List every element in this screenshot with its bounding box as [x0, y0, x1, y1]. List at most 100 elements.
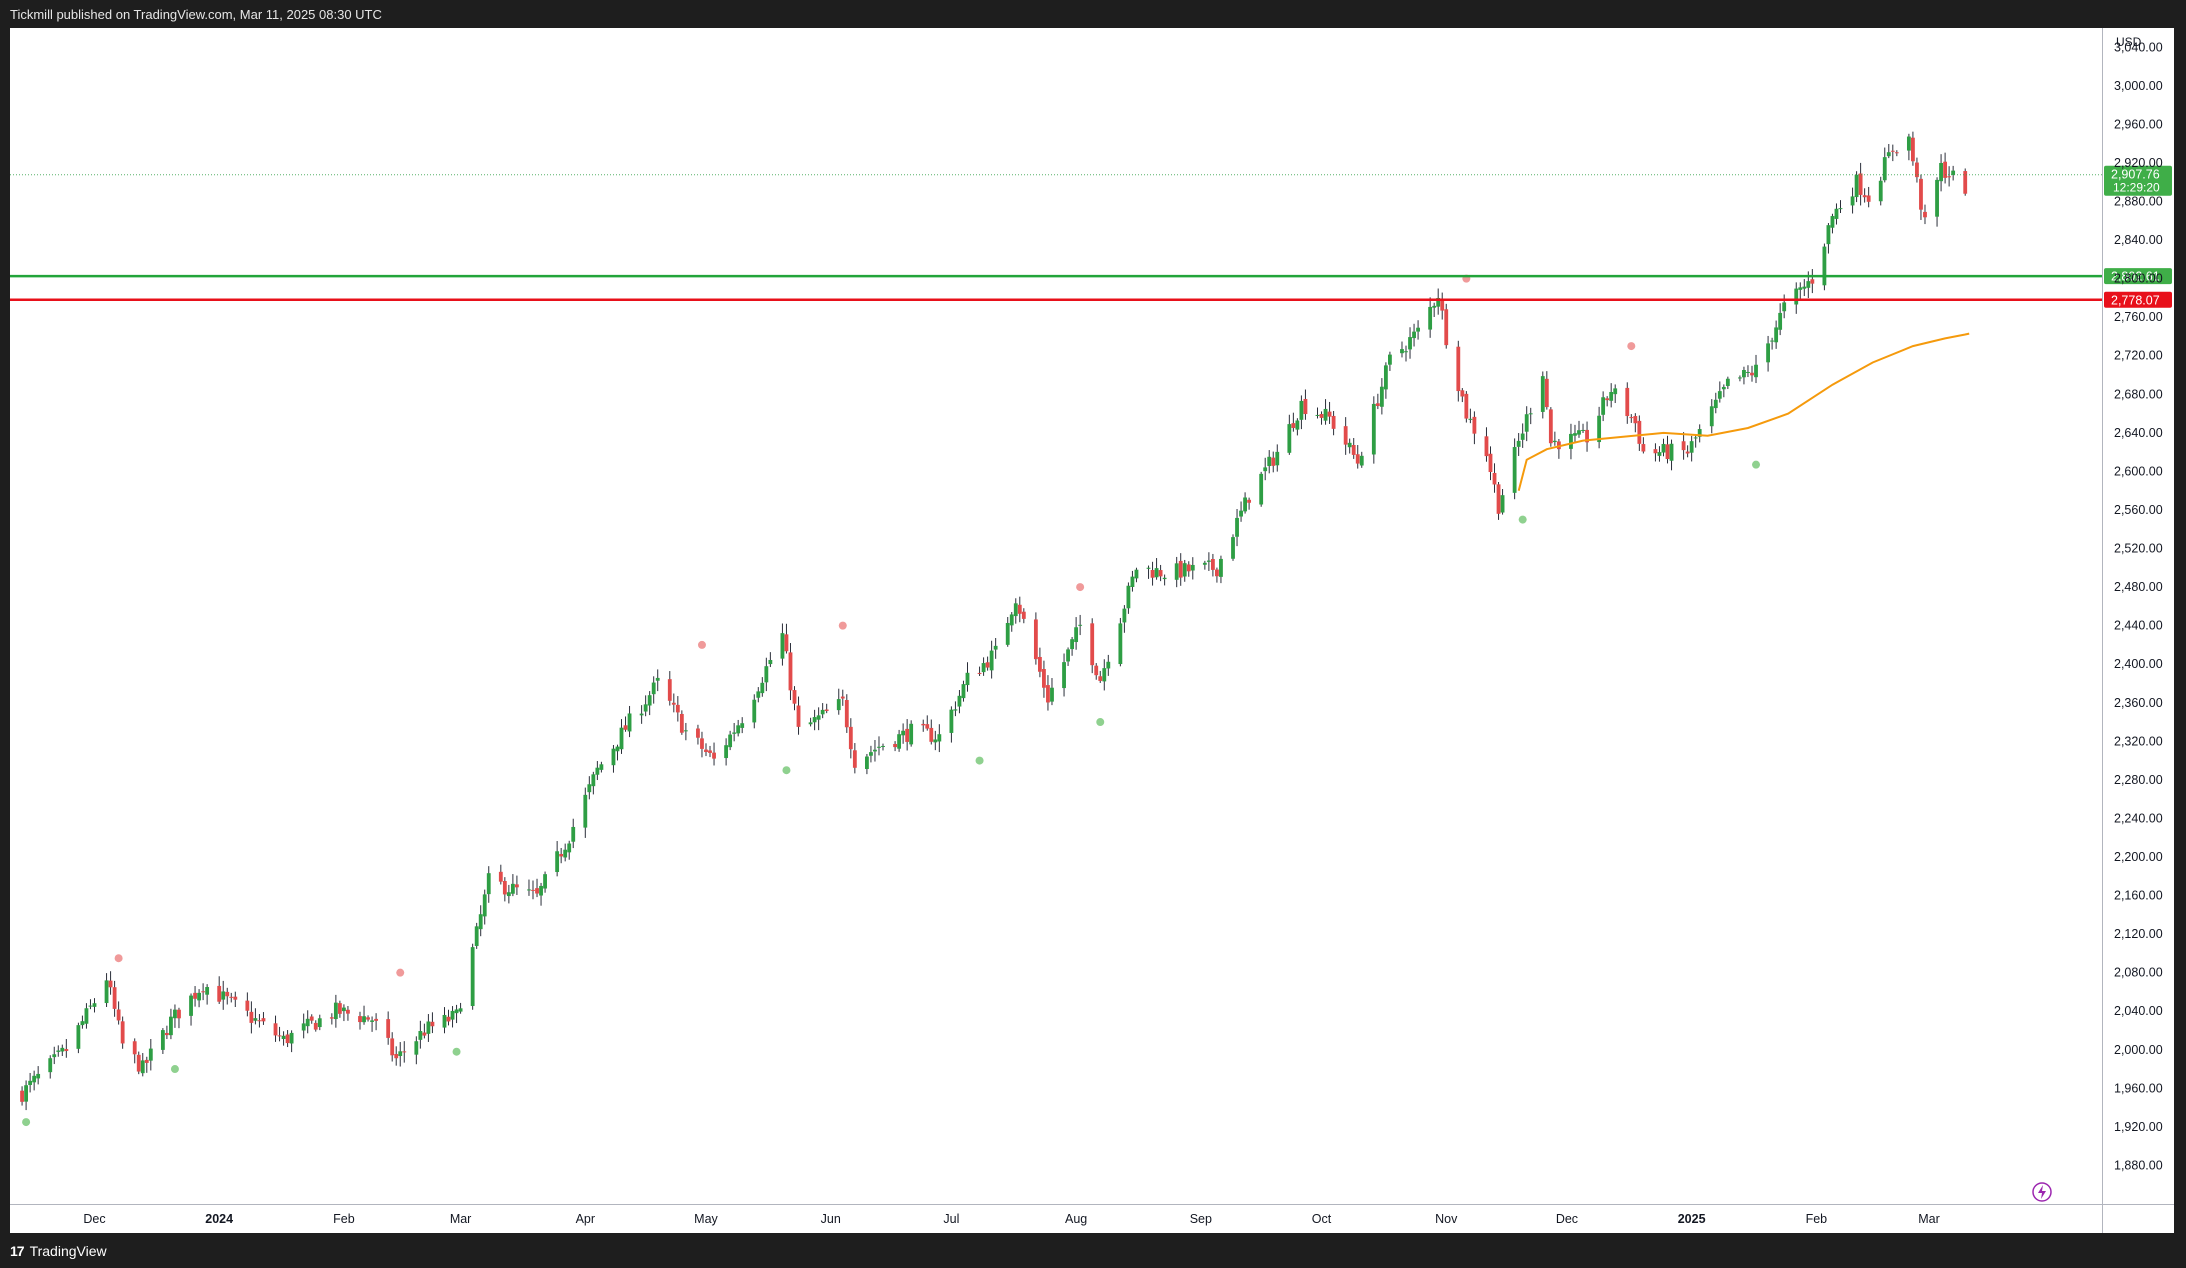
candle [1512, 438, 1517, 500]
time-axis[interactable]: Dec 2024 Feb Mar Apr May Jun Jul Aug Sep Oct Nov Dec… [83, 1212, 1939, 1226]
candle-body [1935, 179, 1939, 217]
time-tick-label: 2024 [205, 1212, 233, 1226]
candle-body [1247, 499, 1252, 503]
candle-body [140, 1060, 145, 1074]
candle-body [402, 1051, 407, 1053]
candle-body [1102, 668, 1107, 682]
price-tick-label: 1,880.00 [2114, 1158, 2163, 1172]
swing-high-marker [1076, 583, 1085, 592]
candle-body [1351, 445, 1356, 455]
candle-body [1271, 457, 1276, 466]
candle-body [498, 871, 503, 882]
price-tick-label: 2,320.00 [2114, 734, 2163, 748]
candle [333, 994, 338, 1028]
candle-body [1581, 429, 1585, 431]
candle [197, 989, 201, 1008]
candle-body [921, 723, 926, 726]
candle [1219, 555, 1223, 584]
candle [700, 731, 704, 758]
candle [64, 1038, 69, 1058]
candle [1146, 565, 1151, 579]
candle-body [1794, 288, 1799, 305]
candle-body [740, 723, 745, 728]
candle [712, 742, 716, 766]
candle [1935, 177, 1939, 227]
candle [1408, 327, 1412, 359]
candle-body [1190, 564, 1195, 571]
candle [675, 696, 680, 722]
candle [160, 1028, 165, 1054]
candle-body [454, 1009, 459, 1014]
candle [836, 688, 841, 715]
lightning-circle-icon[interactable] [2032, 1182, 2052, 1202]
candle [1347, 438, 1352, 454]
candle-body [1524, 414, 1529, 432]
candle-body [1186, 564, 1191, 572]
candle [949, 706, 954, 743]
candle-body [189, 995, 193, 1016]
candle-body [1404, 351, 1408, 353]
candle-body [591, 774, 596, 787]
candle-body [482, 894, 487, 917]
candle-body [346, 1009, 350, 1014]
candle-body [261, 1018, 266, 1022]
candle-body [1689, 441, 1694, 453]
candle [1468, 408, 1473, 424]
candle [285, 1030, 290, 1048]
resistance-level-label: 2,778.07 [2111, 293, 2160, 307]
candle [217, 976, 222, 1004]
candle [136, 1051, 141, 1075]
swing-high-marker [396, 968, 405, 977]
candle [1770, 337, 1775, 350]
candle [233, 991, 238, 1007]
candle-body [60, 1047, 65, 1052]
candle-body [1500, 495, 1505, 513]
candle [253, 1008, 258, 1025]
candle-body [1878, 180, 1883, 202]
candle [1850, 187, 1855, 214]
candle-body [1911, 137, 1915, 162]
candle [844, 694, 849, 733]
candle [1178, 553, 1183, 586]
candle [852, 743, 857, 774]
candle [929, 719, 934, 745]
candle [60, 1044, 65, 1056]
candle-body [1371, 403, 1376, 455]
candle-body [639, 713, 644, 716]
candle [1098, 670, 1103, 683]
candle-body [812, 717, 817, 723]
candle-body [1206, 560, 1211, 562]
candle [32, 1070, 37, 1091]
candle [981, 657, 986, 676]
countdown-label: 12:29:20 [2113, 181, 2160, 195]
candle-body [1408, 337, 1412, 350]
candle [985, 656, 990, 671]
candle [1235, 509, 1239, 547]
candle-body [1432, 305, 1437, 308]
candle [1689, 435, 1694, 462]
candle-body [535, 888, 539, 894]
candle-body [1601, 397, 1606, 415]
candle [623, 716, 628, 732]
candle-body [1182, 563, 1187, 577]
candle [1713, 392, 1718, 414]
time-tick-label: Nov [1435, 1212, 1458, 1226]
candle [173, 1004, 177, 1028]
candle [1886, 143, 1891, 159]
candle-body [1033, 619, 1038, 660]
candle-body [430, 1021, 435, 1027]
price-tick-label: 2,840.00 [2114, 233, 2163, 247]
candle-body [840, 696, 845, 699]
candle-body [1037, 656, 1042, 672]
tradingview-logo-icon[interactable]: 17 TradingView [10, 1243, 107, 1259]
price-tick-label: 2,680.00 [2114, 387, 2163, 401]
candle [848, 718, 853, 759]
candle [535, 878, 539, 898]
candle [116, 1001, 121, 1025]
candle-body [1882, 157, 1887, 181]
candle-body [788, 652, 793, 691]
candle [329, 1013, 334, 1025]
candle-body [1947, 176, 1952, 178]
